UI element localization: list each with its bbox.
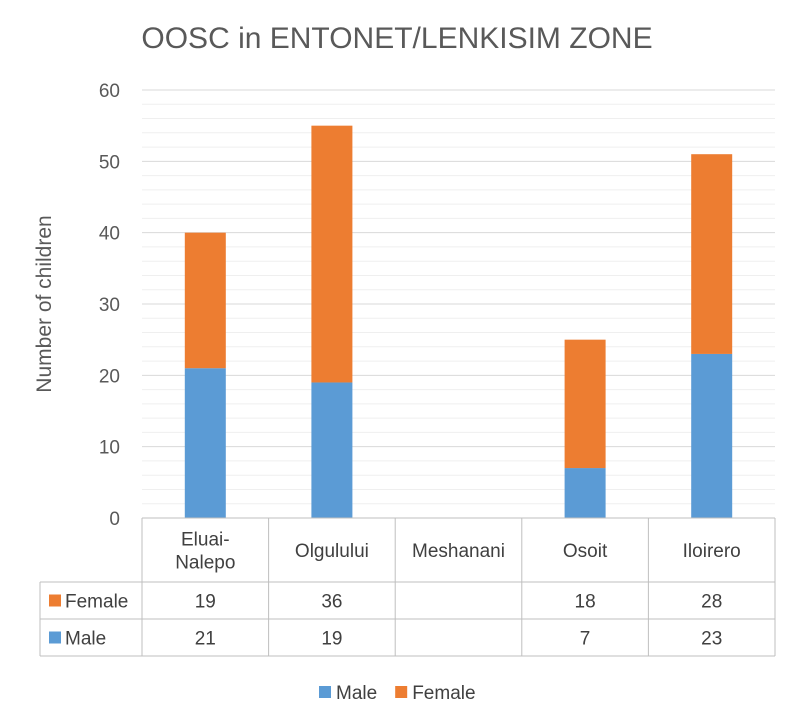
bar-male — [564, 468, 606, 518]
category-label: Meshanani — [412, 541, 505, 562]
legend-key-male — [319, 686, 331, 698]
chart-title: OOSC in ENTONET/LENKISIM ZONE — [141, 22, 652, 55]
bar-female — [184, 232, 226, 369]
y-tick-labels: 0 10 20 30 40 50 60 — [99, 81, 120, 530]
bar-female — [311, 125, 353, 383]
y-tick-label: 20 — [99, 366, 120, 387]
y-tick-label: 0 — [109, 509, 120, 530]
y-axis-label: Number of children — [33, 215, 56, 392]
table-value: 19 — [195, 592, 216, 613]
table-value: 36 — [321, 592, 342, 613]
table-legend-key-female — [49, 594, 61, 607]
bar-male — [184, 368, 226, 518]
bar-male — [691, 353, 733, 518]
table-series-name: Female — [65, 592, 128, 613]
data-table: Eluai-Nalepo Olgulului Meshanani Osoit Iloir… — [39, 517, 776, 657]
legend-label: Female — [412, 683, 475, 704]
gridlines — [142, 89, 775, 505]
category-label: Iloirero — [683, 541, 741, 562]
table-series-name: Male — [65, 629, 106, 650]
legend: Male Female — [319, 683, 476, 704]
y-tick-label: 50 — [99, 152, 120, 173]
bar-female — [691, 154, 733, 354]
y-tick-label: 40 — [99, 224, 120, 245]
category-label: Eluai-Nalepo — [175, 530, 235, 574]
category-label: Olgulului — [295, 541, 369, 562]
y-tick-label: 30 — [99, 295, 120, 316]
table-value: 23 — [701, 629, 722, 650]
table-value: 19 — [321, 629, 342, 650]
category-label: Osoit — [563, 541, 608, 562]
bars — [184, 125, 733, 518]
y-tick-label: 60 — [99, 81, 120, 102]
table-legend-key-male — [49, 631, 61, 644]
legend-label: Male — [336, 683, 377, 704]
table-value: 28 — [701, 592, 722, 613]
bar-female — [564, 339, 606, 469]
legend-key-female — [395, 686, 408, 698]
table-value: 7 — [580, 629, 591, 650]
table-value: 21 — [195, 629, 216, 650]
table-value: 18 — [575, 592, 596, 613]
bar-male — [311, 382, 353, 518]
y-tick-label: 10 — [99, 438, 120, 459]
